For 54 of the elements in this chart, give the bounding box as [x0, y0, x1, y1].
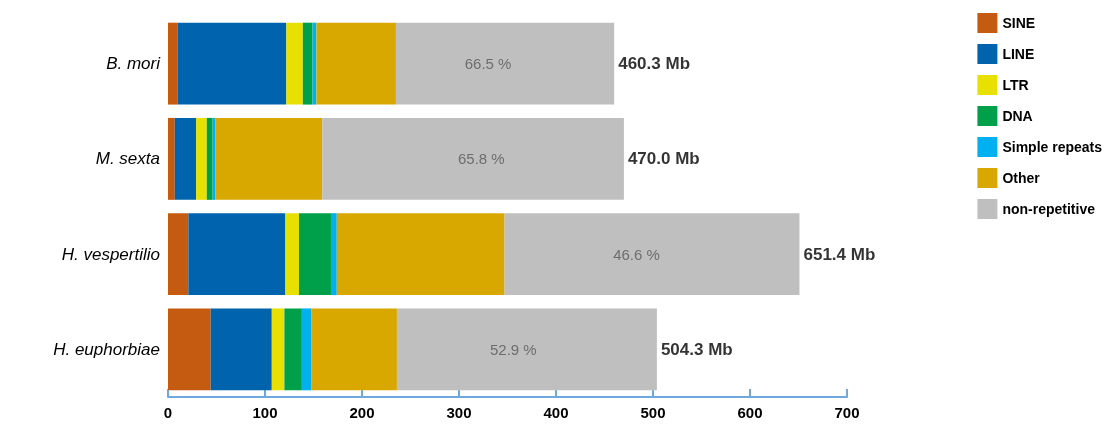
bar: [302, 22, 313, 105]
bar: [168, 22, 178, 105]
y-tick-label: H. vespertilio: [61, 244, 160, 264]
annotation: 66.5 %: [464, 55, 512, 73]
bar: [311, 308, 397, 391]
y-tick-label: B. mori: [106, 54, 162, 74]
x-tick-label: 500: [640, 404, 666, 421]
bar: [196, 117, 207, 200]
legend-label: non-repetitive: [1002, 201, 1096, 217]
x-tick-label: 300: [446, 404, 472, 421]
bar: [336, 213, 505, 296]
y-tick-label: H. euphorbiae: [53, 339, 160, 359]
total-label: 470.0 Mb: [627, 149, 700, 169]
total-label: 504.3 Mb: [660, 339, 733, 359]
bar: [322, 117, 624, 200]
legend-label: LINE: [1002, 46, 1035, 62]
x-tick-label: 400: [543, 404, 569, 421]
x-tick-label: 700: [834, 404, 860, 421]
legend-label: Other: [1002, 170, 1041, 186]
bar: [298, 213, 331, 296]
bar: [504, 213, 800, 296]
bar: [177, 22, 287, 105]
bar: [188, 213, 286, 296]
bar: [330, 213, 337, 296]
bar: [168, 117, 175, 200]
x-tick-label: 200: [349, 404, 375, 421]
bar: [271, 308, 285, 391]
bar: [206, 117, 213, 200]
annotation: 52.9 %: [489, 340, 537, 358]
y-tick-label: M. sexta: [95, 149, 160, 169]
total-label: 460.3 Mb: [618, 54, 691, 74]
legend-label: LTR: [1002, 77, 1029, 93]
annotation: 65.8 %: [457, 150, 505, 168]
bar: [174, 117, 197, 200]
bar: [395, 22, 615, 105]
bar: [396, 308, 657, 391]
bar: [284, 308, 302, 391]
x-tick-label: 600: [737, 404, 763, 421]
bar: [212, 117, 216, 200]
bar: [210, 308, 272, 391]
legend-label: DNA: [1002, 108, 1033, 124]
total-label: 651.4 Mb: [803, 244, 876, 264]
bar: [316, 22, 396, 105]
bar: [168, 308, 211, 391]
legend-label: SINE: [1002, 15, 1036, 31]
legend-label: Simple repeats: [1002, 139, 1103, 155]
bar: [285, 213, 299, 296]
bar: [286, 22, 303, 105]
bar: [168, 213, 189, 296]
annotation: 46.6 %: [613, 245, 660, 263]
bar: [301, 308, 312, 391]
bar: [215, 117, 323, 200]
x-tick-label: 100: [252, 404, 278, 421]
x-tick-label: 0: [163, 404, 173, 421]
